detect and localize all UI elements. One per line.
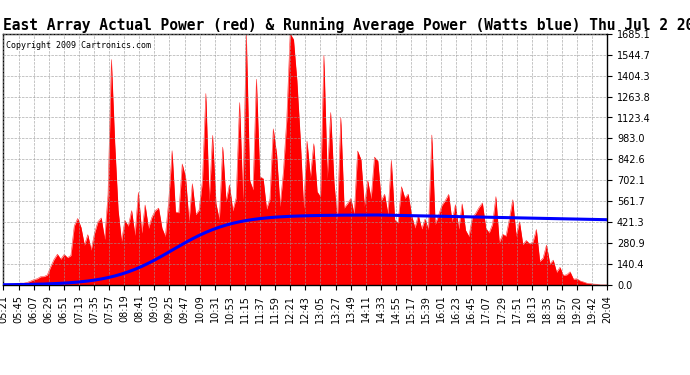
- Text: Copyright 2009 Cartronics.com: Copyright 2009 Cartronics.com: [6, 41, 152, 50]
- Text: East Array Actual Power (red) & Running Average Power (Watts blue) Thu Jul 2 20:: East Array Actual Power (red) & Running …: [3, 16, 690, 33]
